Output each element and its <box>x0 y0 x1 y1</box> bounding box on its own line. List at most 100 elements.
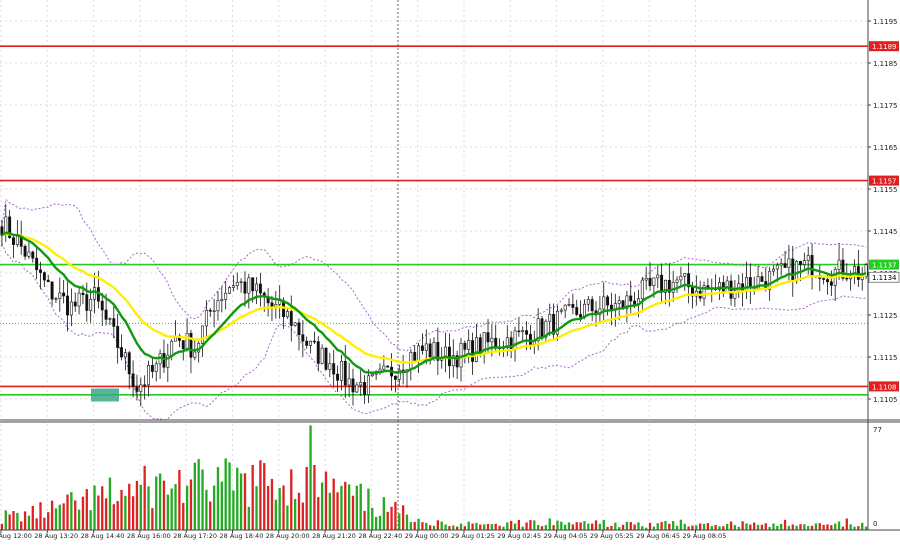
candle-body <box>46 279 50 283</box>
envelope-lower-line <box>1 243 867 421</box>
candle-body <box>93 287 96 300</box>
candle <box>85 282 89 322</box>
candle <box>289 295 293 342</box>
candle-body <box>69 301 73 316</box>
candle <box>679 266 683 288</box>
volume-bar <box>62 503 65 530</box>
volume-bar <box>726 523 729 530</box>
volume-bar <box>197 459 200 530</box>
volume-bar <box>236 467 239 530</box>
candle-body <box>640 279 644 300</box>
candle-body <box>208 309 212 312</box>
candle-body <box>100 300 104 311</box>
x-tick-label: 28 Aug 17:20 <box>173 532 217 540</box>
volume-bar <box>618 527 621 530</box>
candle <box>818 265 822 292</box>
candle <box>359 370 363 396</box>
volume-bar <box>101 486 104 530</box>
candle-body <box>683 273 687 277</box>
volume-bar <box>513 523 517 530</box>
candle-body <box>285 311 289 318</box>
volume-bar <box>174 484 177 530</box>
candle-body <box>301 334 305 342</box>
volume-bar <box>633 524 636 530</box>
candle <box>166 343 170 383</box>
candle-body <box>123 352 127 358</box>
volume-bar <box>340 485 343 530</box>
candle-body <box>679 275 683 281</box>
candle <box>162 339 166 373</box>
candle <box>258 272 262 307</box>
candle-body <box>104 309 108 320</box>
candle <box>231 275 235 292</box>
candle <box>93 272 96 314</box>
candle <box>351 368 355 406</box>
candle <box>548 303 552 336</box>
candle-body <box>366 375 370 395</box>
candle <box>397 364 401 387</box>
candle <box>139 377 143 407</box>
candle <box>555 305 559 341</box>
candle-body <box>50 281 54 300</box>
candle <box>366 369 370 403</box>
volume-bar <box>432 525 436 530</box>
volume-bar <box>556 520 559 530</box>
volume-bar <box>398 513 401 530</box>
candle-body <box>66 295 69 316</box>
candle <box>417 342 421 374</box>
x-tick-label: 29 Aug 05:25 <box>590 532 634 540</box>
volume-bar <box>675 525 679 530</box>
candle <box>640 276 644 313</box>
candle <box>235 272 239 290</box>
volume-bar <box>212 485 216 530</box>
candle-body <box>772 268 775 272</box>
volume-bar <box>521 526 524 530</box>
volume-bar <box>645 527 648 530</box>
candle <box>255 277 258 305</box>
candle <box>266 288 270 317</box>
candle <box>328 352 332 378</box>
candle <box>467 329 471 364</box>
volume-bar <box>853 526 856 530</box>
candle-body <box>629 295 633 302</box>
volume-bar <box>780 523 783 530</box>
candle <box>73 292 77 312</box>
current-price-label: 1.1134 <box>872 274 897 282</box>
volume-bar <box>39 502 42 530</box>
x-tick-label: 29 Aug 04:05 <box>544 532 588 540</box>
volume-bar <box>239 473 243 530</box>
candle-body <box>135 386 139 392</box>
volume-bar <box>35 518 38 530</box>
candle <box>35 247 39 280</box>
volume-bar <box>251 464 254 530</box>
candle <box>444 332 448 373</box>
candle <box>201 325 204 357</box>
candle <box>853 259 856 285</box>
candle-body <box>27 251 31 257</box>
volume-bar <box>77 509 81 530</box>
highlight-box <box>91 388 119 402</box>
volume-bar <box>47 512 50 530</box>
candle-body <box>108 318 112 320</box>
candle <box>567 298 571 307</box>
volume-bar <box>74 500 77 530</box>
candle <box>363 375 367 404</box>
volume-bar <box>139 484 142 530</box>
candle-body <box>536 318 540 342</box>
candle <box>401 354 405 385</box>
candle-body <box>243 281 247 294</box>
volume-bar <box>452 525 455 530</box>
volume-bar <box>4 510 7 530</box>
candle <box>629 280 633 314</box>
volume-bar <box>155 476 158 530</box>
volume-bar <box>548 518 551 530</box>
volume-bar <box>386 511 389 530</box>
volume-bar <box>637 522 640 530</box>
volume-bars <box>0 425 868 530</box>
volume-bar <box>672 521 675 530</box>
candle-body <box>220 299 224 301</box>
candle-body <box>239 281 243 283</box>
candle <box>787 245 791 283</box>
candle <box>77 286 81 315</box>
volume-bar <box>193 462 196 530</box>
